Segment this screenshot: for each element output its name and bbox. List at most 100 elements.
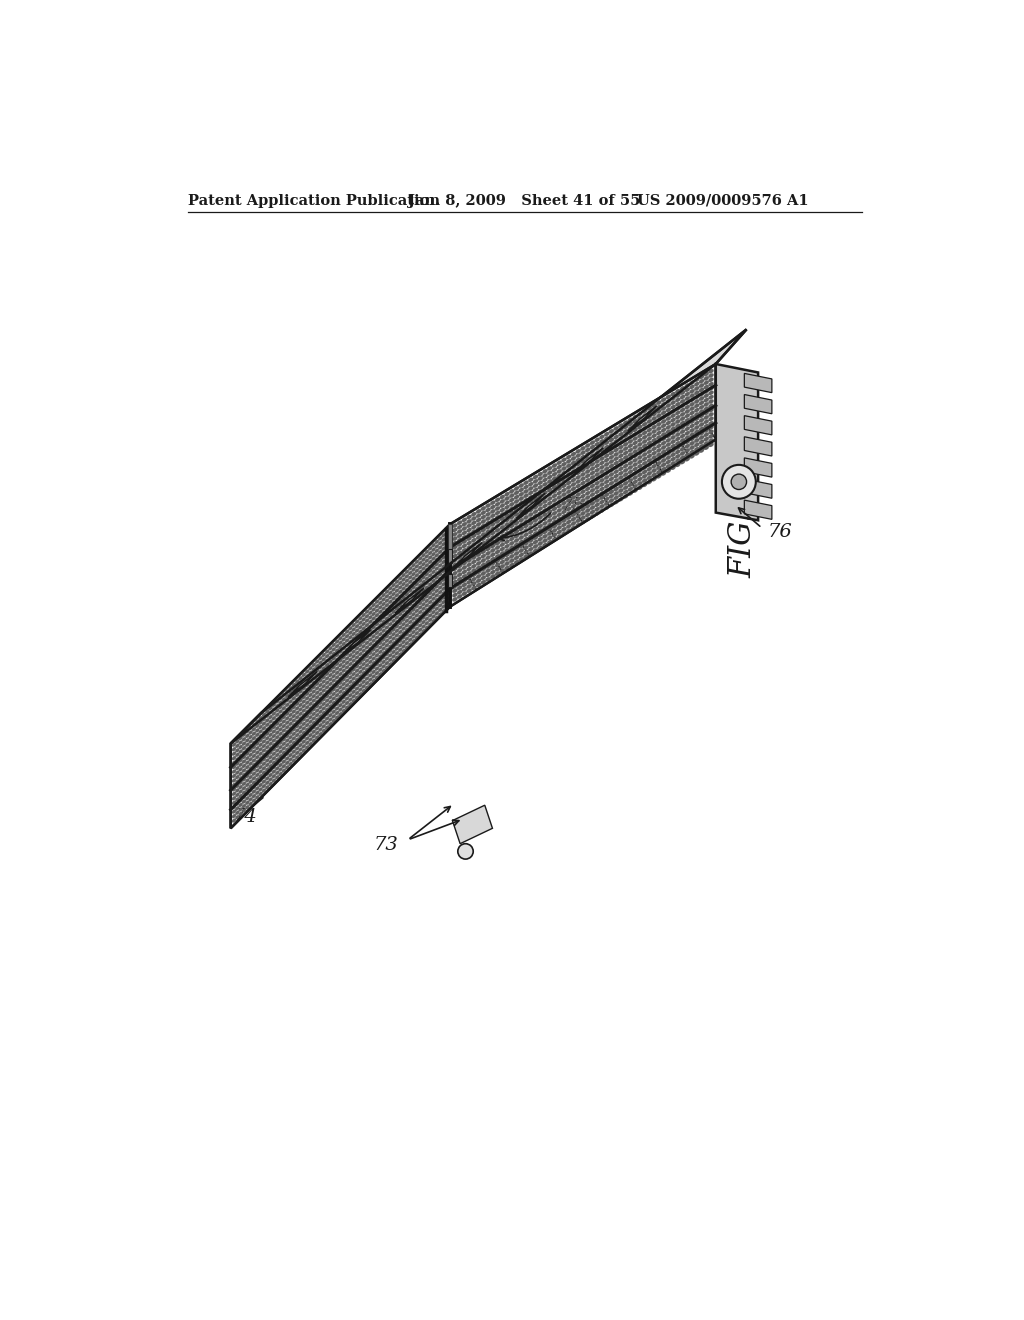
- Ellipse shape: [618, 437, 624, 441]
- Ellipse shape: [585, 491, 590, 495]
- Ellipse shape: [585, 495, 590, 500]
- Ellipse shape: [232, 756, 236, 760]
- Ellipse shape: [495, 572, 500, 576]
- Ellipse shape: [292, 741, 296, 744]
- Ellipse shape: [275, 771, 280, 775]
- Ellipse shape: [404, 583, 409, 587]
- Ellipse shape: [671, 436, 676, 440]
- Ellipse shape: [246, 770, 249, 774]
- Ellipse shape: [322, 693, 326, 697]
- Ellipse shape: [438, 612, 442, 616]
- Ellipse shape: [425, 590, 429, 594]
- Ellipse shape: [326, 711, 329, 715]
- Ellipse shape: [671, 466, 676, 470]
- Ellipse shape: [441, 537, 445, 541]
- Ellipse shape: [585, 447, 590, 451]
- Ellipse shape: [431, 548, 435, 552]
- Ellipse shape: [685, 409, 690, 413]
- Ellipse shape: [401, 649, 406, 653]
- Ellipse shape: [315, 731, 319, 735]
- Ellipse shape: [575, 506, 581, 510]
- Ellipse shape: [351, 690, 355, 694]
- Ellipse shape: [345, 692, 349, 696]
- Ellipse shape: [613, 444, 618, 447]
- Ellipse shape: [308, 711, 312, 715]
- Ellipse shape: [590, 496, 595, 502]
- Ellipse shape: [438, 577, 442, 581]
- Ellipse shape: [355, 656, 359, 659]
- Ellipse shape: [259, 760, 262, 764]
- Ellipse shape: [385, 648, 389, 652]
- Ellipse shape: [647, 445, 652, 450]
- Ellipse shape: [388, 644, 392, 648]
- Ellipse shape: [388, 618, 392, 622]
- Ellipse shape: [699, 396, 705, 401]
- Ellipse shape: [709, 404, 714, 408]
- Ellipse shape: [435, 576, 438, 579]
- Ellipse shape: [581, 446, 586, 450]
- Ellipse shape: [585, 474, 590, 478]
- Ellipse shape: [528, 491, 534, 495]
- Ellipse shape: [485, 543, 490, 546]
- Ellipse shape: [422, 558, 426, 561]
- Ellipse shape: [453, 532, 458, 536]
- Ellipse shape: [415, 586, 419, 590]
- Ellipse shape: [532, 519, 538, 523]
- Ellipse shape: [519, 483, 524, 487]
- Ellipse shape: [538, 507, 543, 511]
- Ellipse shape: [609, 433, 614, 438]
- Ellipse shape: [651, 465, 656, 469]
- Ellipse shape: [351, 694, 355, 698]
- Ellipse shape: [685, 432, 690, 436]
- Ellipse shape: [528, 521, 534, 525]
- Ellipse shape: [481, 549, 485, 554]
- Ellipse shape: [372, 671, 376, 675]
- Ellipse shape: [609, 499, 614, 503]
- Ellipse shape: [656, 409, 662, 413]
- Ellipse shape: [561, 492, 566, 496]
- Ellipse shape: [342, 677, 346, 681]
- Ellipse shape: [633, 414, 638, 418]
- Ellipse shape: [282, 764, 286, 768]
- Ellipse shape: [441, 609, 445, 612]
- Ellipse shape: [338, 655, 342, 659]
- Ellipse shape: [528, 539, 534, 543]
- Ellipse shape: [272, 717, 275, 721]
- Ellipse shape: [694, 387, 699, 391]
- Ellipse shape: [709, 387, 714, 391]
- Ellipse shape: [326, 659, 329, 663]
- Ellipse shape: [242, 804, 246, 808]
- Ellipse shape: [338, 640, 342, 644]
- Ellipse shape: [694, 442, 699, 447]
- Ellipse shape: [441, 565, 445, 569]
- Ellipse shape: [613, 487, 618, 491]
- Ellipse shape: [435, 611, 438, 615]
- Ellipse shape: [252, 731, 256, 735]
- Ellipse shape: [467, 558, 472, 562]
- Ellipse shape: [571, 451, 575, 457]
- Ellipse shape: [485, 577, 490, 581]
- Ellipse shape: [431, 619, 435, 623]
- Ellipse shape: [462, 548, 467, 552]
- Ellipse shape: [505, 566, 510, 570]
- Ellipse shape: [332, 710, 336, 714]
- Ellipse shape: [633, 454, 638, 458]
- Ellipse shape: [409, 643, 413, 647]
- Ellipse shape: [685, 453, 690, 457]
- Ellipse shape: [435, 562, 438, 566]
- Ellipse shape: [401, 636, 406, 639]
- Ellipse shape: [242, 791, 246, 795]
- Ellipse shape: [575, 519, 581, 523]
- Ellipse shape: [662, 403, 666, 407]
- Ellipse shape: [552, 511, 557, 515]
- Ellipse shape: [509, 558, 514, 562]
- Ellipse shape: [398, 630, 402, 634]
- Ellipse shape: [375, 644, 379, 648]
- Ellipse shape: [329, 669, 333, 673]
- Ellipse shape: [471, 533, 476, 539]
- Ellipse shape: [286, 752, 289, 756]
- Ellipse shape: [628, 483, 633, 487]
- Ellipse shape: [656, 470, 662, 474]
- Ellipse shape: [372, 665, 376, 669]
- Ellipse shape: [329, 722, 333, 726]
